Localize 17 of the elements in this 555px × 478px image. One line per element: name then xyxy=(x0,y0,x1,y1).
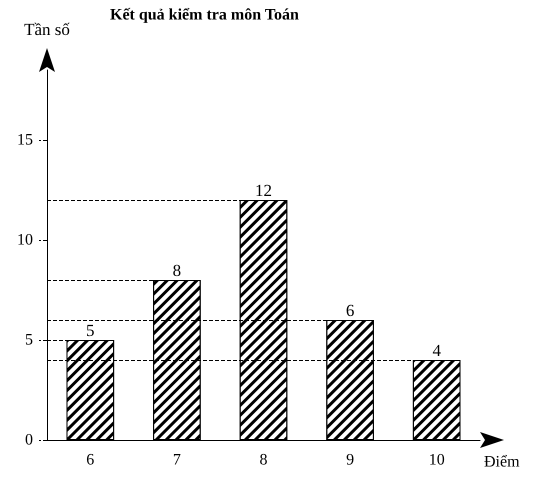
data-label: 5 xyxy=(86,321,95,340)
y-tick-label: 10 xyxy=(17,232,33,248)
y-tick-label: 0 xyxy=(25,432,33,448)
x-tick-label: 8 xyxy=(260,452,268,468)
y-axis-title: Tần số xyxy=(24,20,70,39)
data-label: 4 xyxy=(432,341,442,360)
x-tick-label: 10 xyxy=(428,452,445,468)
x-axis-title: Điểm xyxy=(484,454,520,470)
data-label: 12 xyxy=(255,181,272,200)
y-tick-label: 15 xyxy=(17,132,33,148)
data-label: 8 xyxy=(172,261,182,280)
chart-title: Kết quả kiểm tra môn Toán xyxy=(110,6,300,24)
x-tick-label: 7 xyxy=(172,452,181,468)
data-label: 6 xyxy=(346,301,354,320)
x-tick-label: 9 xyxy=(346,452,354,468)
x-tick-label: 6 xyxy=(86,452,94,468)
y-tick-label: 5 xyxy=(25,332,33,348)
